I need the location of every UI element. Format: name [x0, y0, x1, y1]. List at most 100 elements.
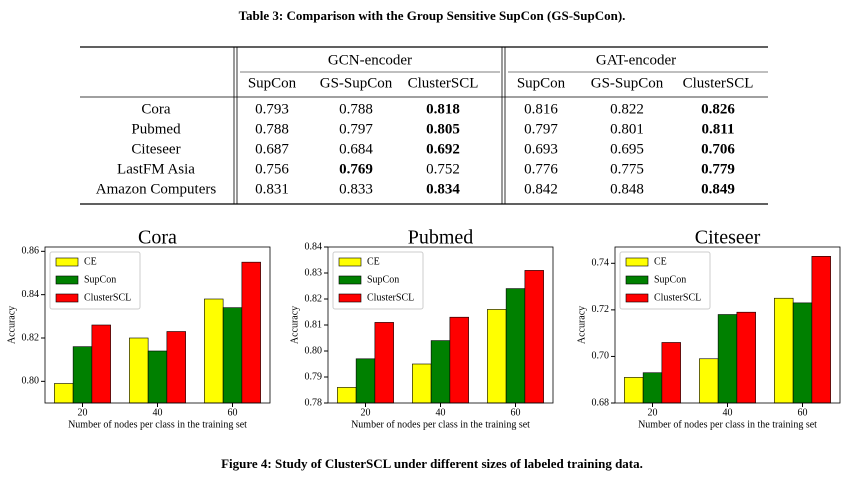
legend-swatch [55, 293, 79, 303]
cell: 0.797 [339, 121, 373, 137]
chart-title: Citeseer [695, 227, 761, 249]
cell: 0.826 [701, 101, 735, 117]
bar [72, 346, 93, 404]
legend-label: ClusterSCL [367, 292, 414, 303]
bar [505, 288, 526, 404]
cell: 0.788 [255, 121, 289, 137]
y-tick-label: 0.84 [22, 289, 40, 300]
legend-swatch [338, 257, 362, 267]
cell: 0.752 [426, 161, 460, 177]
cell: 0.769 [339, 161, 373, 177]
x-tick-label: 20 [648, 407, 658, 418]
y-tick-label: 0.82 [22, 332, 40, 343]
bar [717, 314, 738, 404]
bar [147, 350, 168, 404]
legend-label: CE [367, 256, 380, 267]
group-header: GCN-encoder [328, 52, 412, 68]
y-axis-label: Accuracy [6, 306, 17, 344]
table-caption: Table 3: Comparison with the Group Sensi… [239, 8, 626, 23]
x-tick-label: 40 [153, 407, 163, 418]
chart-title: Pubmed [408, 227, 474, 249]
cell: 0.816 [524, 101, 558, 117]
cell: 0.833 [339, 181, 373, 197]
column-header: SupCon [517, 75, 566, 91]
legend-swatch [55, 257, 79, 267]
legend-label: CE [84, 256, 97, 267]
y-axis-label: Accuracy [576, 306, 587, 344]
legend-label: SupCon [367, 274, 399, 285]
legend-swatch [625, 257, 649, 267]
bar [524, 270, 544, 404]
row-label: Pubmed [131, 121, 181, 137]
table-rules [80, 46, 768, 205]
y-tick-label: 0.79 [305, 371, 323, 382]
plot-frame [327, 246, 554, 404]
cell: 0.693 [524, 141, 558, 157]
row-label: Amazon Computers [96, 181, 217, 197]
x-axis-label: Number of nodes per class in the trainin… [68, 419, 247, 430]
cell: 0.822 [610, 101, 644, 117]
bar [204, 298, 224, 404]
bar [661, 342, 681, 404]
column-header: GS-SupCon [320, 75, 393, 91]
cell: 0.834 [426, 181, 460, 197]
y-tick-label: 0.84 [305, 241, 323, 252]
bar [624, 377, 644, 404]
legend-swatch [55, 275, 79, 285]
x-tick-label: 20 [361, 407, 371, 418]
x-tick-label: 20 [78, 407, 88, 418]
bar [129, 337, 149, 404]
legend-swatch [625, 275, 649, 285]
bar [430, 340, 451, 404]
column-header: ClusterSCL [683, 75, 754, 91]
cell: 0.776 [524, 161, 558, 177]
x-tick-label: 60 [511, 407, 521, 418]
cell: 0.842 [524, 181, 558, 197]
legend-swatch [338, 293, 362, 303]
row-label: Citeseer [131, 141, 180, 157]
cell: 0.788 [339, 101, 373, 117]
bar [355, 358, 376, 404]
bar [222, 307, 243, 404]
x-tick-label: 60 [228, 407, 238, 418]
cell: 0.756 [255, 161, 289, 177]
legend-label: ClusterSCL [84, 292, 131, 303]
plot-frame [614, 246, 841, 404]
y-tick-label: 0.72 [592, 304, 610, 315]
bar [811, 256, 831, 404]
figure-caption: Figure 4: Study of ClusterSCL under diff… [221, 456, 643, 471]
x-axis-label: Number of nodes per class in the trainin… [638, 419, 817, 430]
bar [337, 387, 357, 404]
cell: 0.779 [701, 161, 735, 177]
cell: 0.687 [255, 141, 289, 157]
y-tick-label: 0.82 [305, 293, 323, 304]
chart-title: Cora [138, 227, 177, 249]
y-tick-label: 0.86 [22, 246, 40, 257]
bar [91, 324, 111, 404]
row-label: Cora [141, 101, 171, 117]
bar [412, 363, 432, 404]
cell: 0.695 [610, 141, 644, 157]
y-tick-label: 0.80 [22, 376, 40, 387]
cell: 0.801 [610, 121, 644, 137]
column-header: SupCon [248, 75, 297, 91]
y-tick-label: 0.78 [305, 397, 323, 408]
y-tick-label: 0.68 [592, 397, 610, 408]
y-axis-label: Accuracy [289, 306, 300, 344]
plot-frame [44, 246, 271, 404]
bar [699, 358, 719, 404]
x-tick-label: 40 [436, 407, 446, 418]
bar [374, 322, 394, 404]
cell: 0.775 [610, 161, 644, 177]
bar [736, 311, 756, 404]
column-header: GS-SupCon [591, 75, 664, 91]
bar [774, 297, 794, 404]
bar [792, 302, 813, 404]
cell: 0.831 [255, 181, 289, 197]
bar [241, 261, 261, 404]
bar [642, 372, 663, 404]
cell: 0.805 [426, 121, 460, 137]
y-tick-label: 0.81 [305, 319, 323, 330]
legend-label: ClusterSCL [654, 292, 701, 303]
